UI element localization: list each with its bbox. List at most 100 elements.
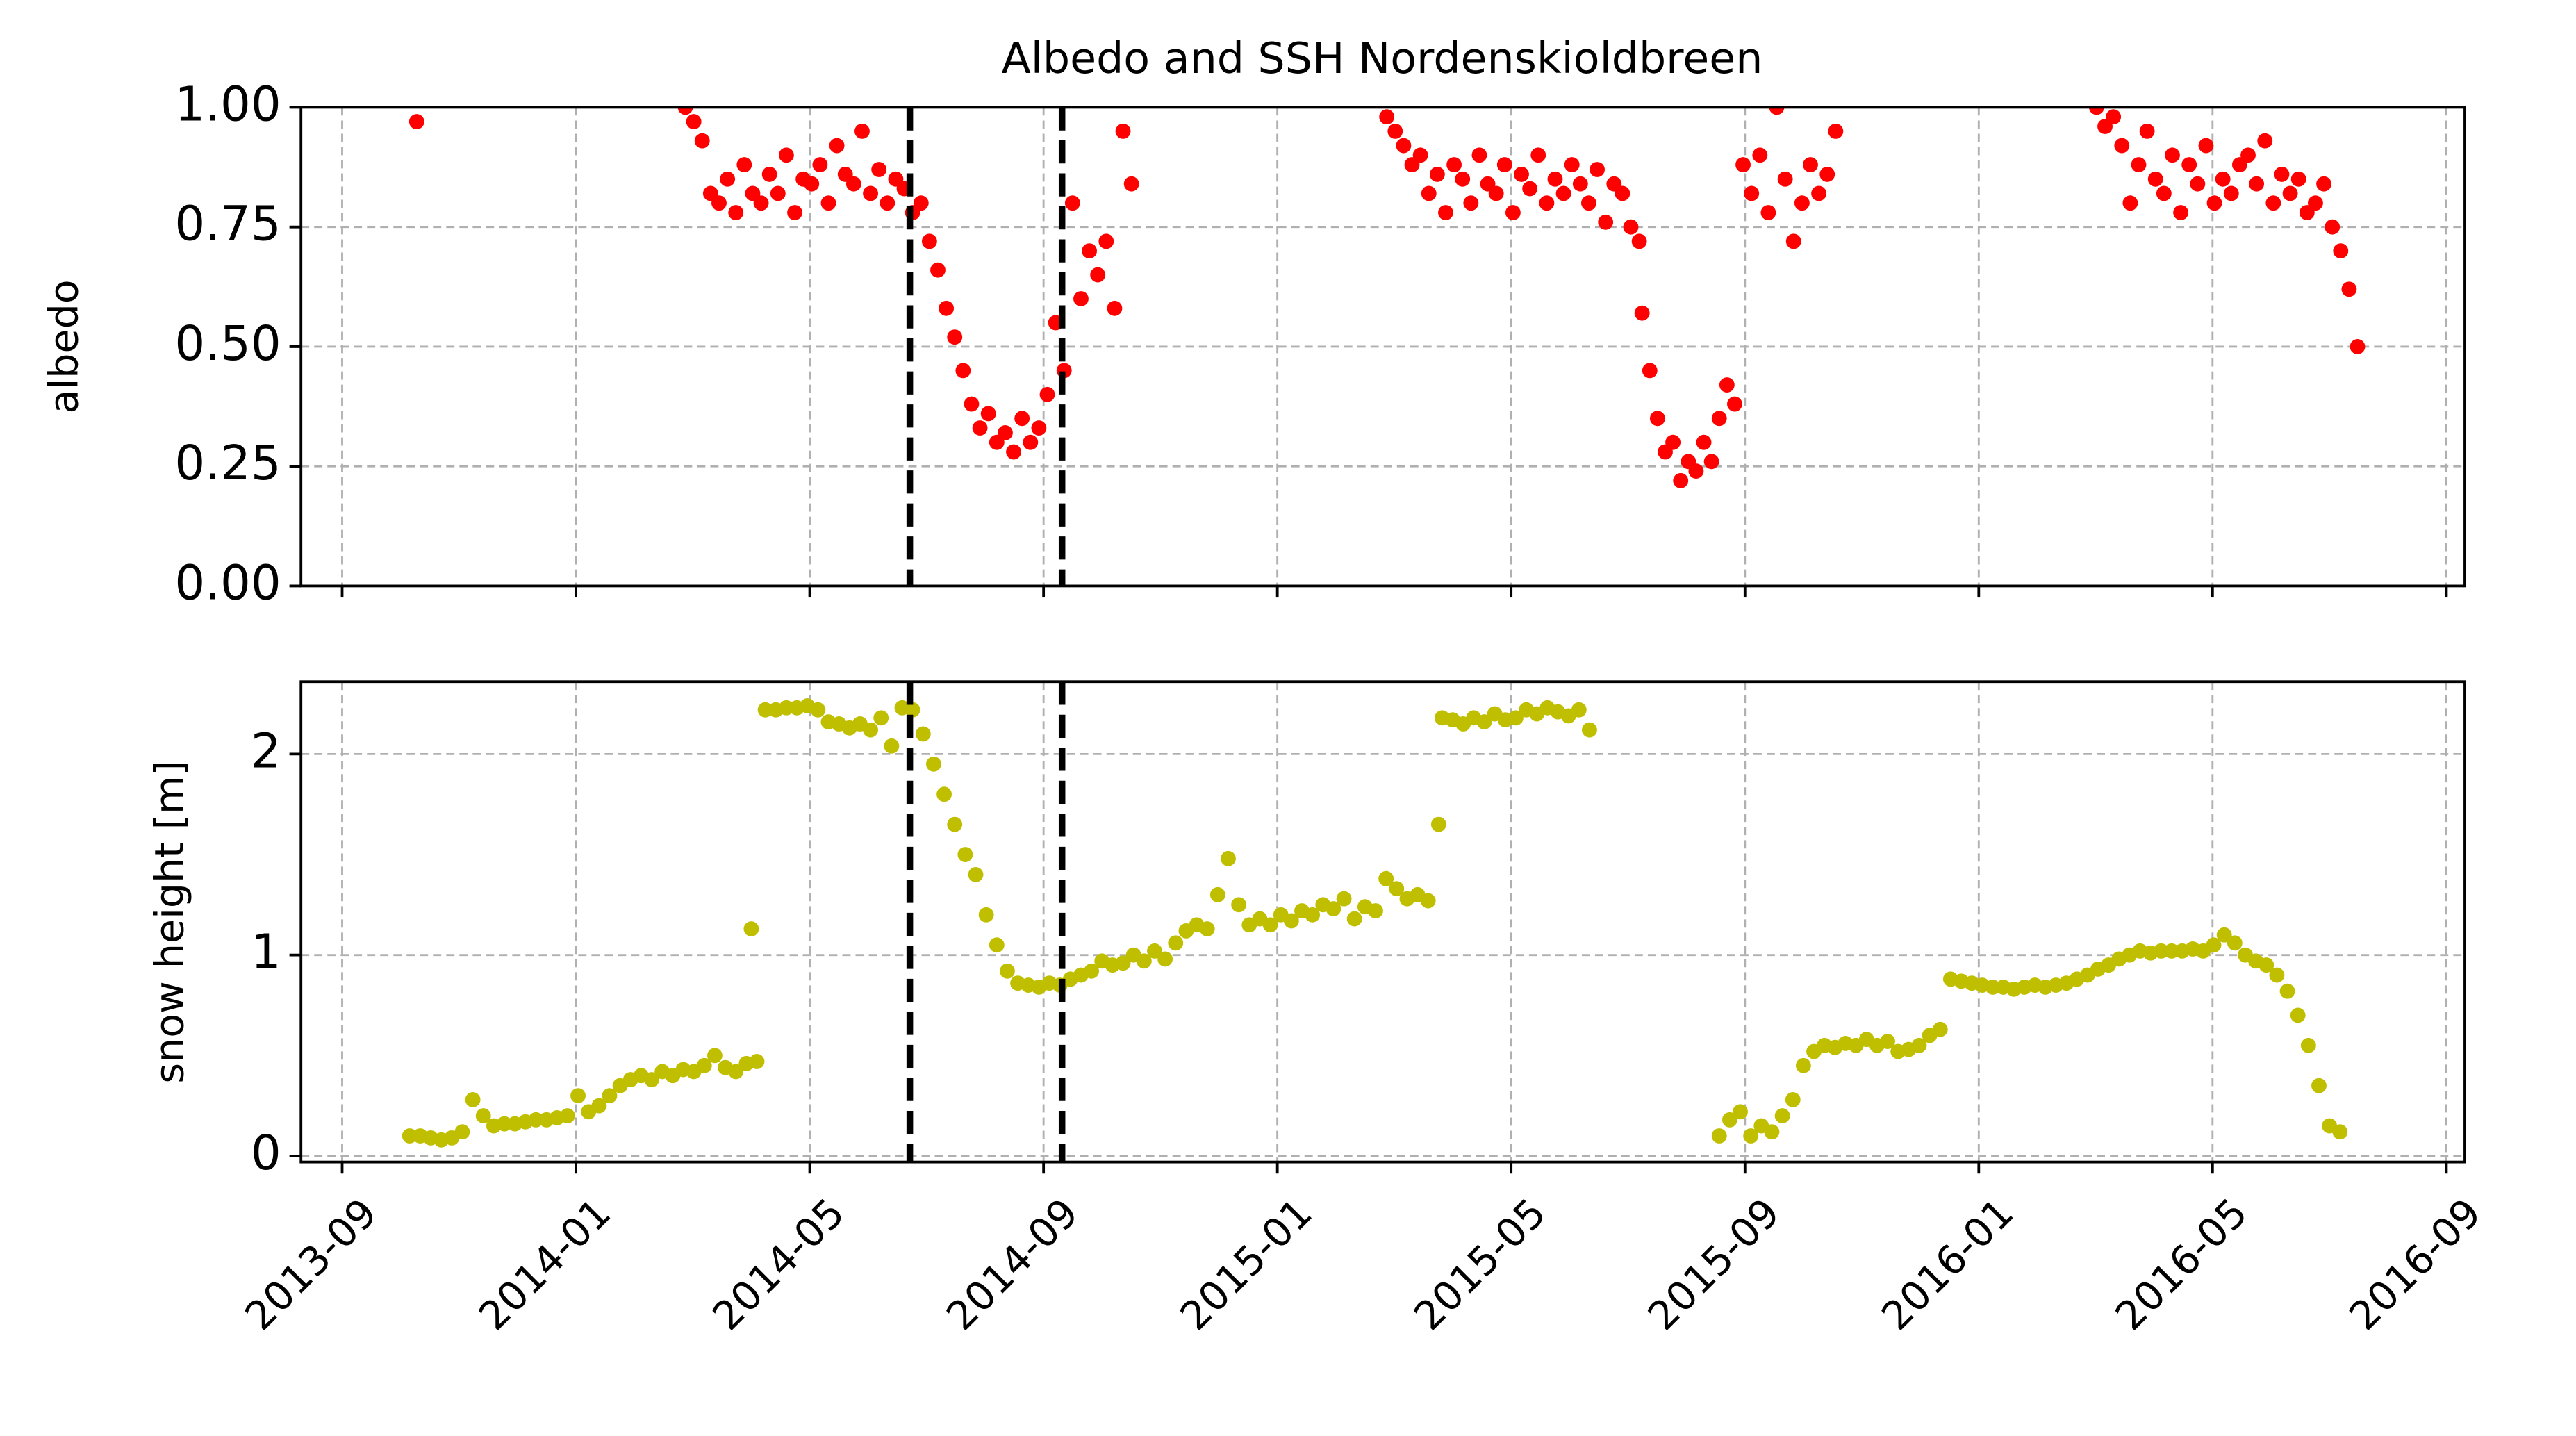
data-point bbox=[1673, 472, 1689, 488]
data-point bbox=[1985, 980, 2001, 995]
data-point bbox=[720, 171, 736, 187]
data-point bbox=[1615, 185, 1630, 201]
data-point bbox=[1496, 157, 1512, 173]
data-point bbox=[972, 420, 988, 436]
data-point bbox=[402, 1128, 418, 1144]
data-point bbox=[1136, 953, 1152, 969]
data-point bbox=[1147, 943, 1162, 959]
data-point bbox=[1488, 185, 1504, 201]
data-point bbox=[1326, 901, 1341, 917]
data-point bbox=[880, 195, 895, 211]
data-point bbox=[1764, 1124, 1780, 1140]
data-point bbox=[871, 162, 887, 177]
data-point bbox=[2350, 339, 2366, 354]
data-point bbox=[2333, 243, 2349, 259]
y-tick-label: 0.50 bbox=[174, 316, 281, 372]
data-point bbox=[694, 133, 710, 149]
data-point bbox=[1547, 171, 1563, 187]
data-point bbox=[1696, 434, 1712, 450]
x-tick-label: 2015-09 bbox=[1640, 1190, 1789, 1339]
data-point bbox=[930, 262, 946, 278]
data-point bbox=[1368, 903, 1383, 918]
data-point bbox=[964, 396, 980, 412]
x-tick-label: 2014-05 bbox=[704, 1190, 853, 1339]
data-point bbox=[2300, 1037, 2316, 1053]
data-point bbox=[528, 1112, 544, 1128]
data-point bbox=[1379, 109, 1395, 125]
data-point bbox=[957, 847, 973, 862]
data-point bbox=[1733, 1104, 1748, 1120]
data-point bbox=[863, 185, 878, 201]
data-point bbox=[1642, 363, 1658, 379]
data-point bbox=[989, 937, 1005, 953]
data-point bbox=[2332, 1124, 2348, 1140]
y-tick-label: 0 bbox=[251, 1125, 281, 1181]
data-point bbox=[1283, 913, 1299, 929]
data-point bbox=[2139, 123, 2155, 139]
data-point bbox=[591, 1098, 607, 1114]
data-point bbox=[1123, 176, 1139, 192]
data-point bbox=[743, 921, 759, 936]
data-point bbox=[1090, 267, 1106, 283]
data-point bbox=[749, 1054, 765, 1069]
data-point bbox=[2308, 195, 2323, 211]
data-point bbox=[2206, 195, 2222, 211]
plot-area bbox=[408, 107, 2366, 488]
data-point bbox=[1522, 181, 1538, 197]
data-point bbox=[1115, 123, 1131, 139]
y-axis-label: snow height [m] bbox=[147, 760, 193, 1083]
data-point bbox=[1703, 454, 1719, 470]
data-point bbox=[2147, 171, 2163, 187]
data-point bbox=[2153, 943, 2169, 959]
data-point bbox=[1571, 702, 1587, 718]
data-point bbox=[2257, 133, 2273, 149]
data-point bbox=[873, 710, 889, 726]
data-point bbox=[1000, 963, 1015, 979]
data-point bbox=[1157, 951, 1173, 967]
data-point bbox=[1336, 891, 1352, 907]
data-point bbox=[1378, 870, 1394, 886]
data-point bbox=[711, 195, 727, 211]
data-point bbox=[915, 726, 931, 742]
data-point bbox=[728, 1064, 744, 1080]
data-point bbox=[1744, 185, 1760, 201]
data-point bbox=[1819, 166, 1835, 182]
data-point bbox=[1199, 921, 1215, 936]
data-point bbox=[1785, 1092, 1801, 1107]
data-point bbox=[980, 406, 996, 422]
data-point bbox=[2316, 176, 2331, 192]
data-point bbox=[497, 1116, 512, 1132]
data-point bbox=[1476, 714, 1492, 730]
data-point bbox=[1064, 195, 1080, 211]
data-point bbox=[2325, 219, 2340, 235]
data-point bbox=[2249, 176, 2265, 192]
data-point bbox=[2240, 147, 2256, 163]
data-point bbox=[1231, 897, 1247, 913]
data-point bbox=[947, 329, 963, 345]
data-point bbox=[1031, 420, 1047, 436]
data-point bbox=[1598, 214, 1614, 230]
data-point bbox=[602, 1088, 618, 1104]
data-point bbox=[1463, 195, 1479, 211]
data-point bbox=[1803, 157, 1818, 173]
data-point bbox=[2190, 176, 2206, 192]
y-tick-label: 1 bbox=[251, 925, 281, 980]
data-point bbox=[1539, 195, 1555, 211]
data-point bbox=[1471, 147, 1487, 163]
data-point bbox=[1649, 411, 1665, 427]
x-tick-label: 2016-01 bbox=[1873, 1190, 2022, 1339]
data-point bbox=[1262, 917, 1278, 933]
data-point bbox=[2282, 185, 2298, 201]
x-tick-label: 2014-01 bbox=[470, 1190, 620, 1339]
data-point bbox=[1932, 1021, 1948, 1037]
data-point bbox=[1777, 171, 1793, 187]
data-point bbox=[677, 107, 693, 115]
x-tick-label: 2015-05 bbox=[1405, 1190, 1555, 1339]
data-point bbox=[1665, 434, 1681, 450]
data-point bbox=[2122, 195, 2138, 211]
data-point bbox=[644, 1072, 659, 1087]
data-point bbox=[955, 363, 971, 379]
data-point bbox=[1006, 444, 1021, 460]
data-point bbox=[1514, 166, 1529, 182]
